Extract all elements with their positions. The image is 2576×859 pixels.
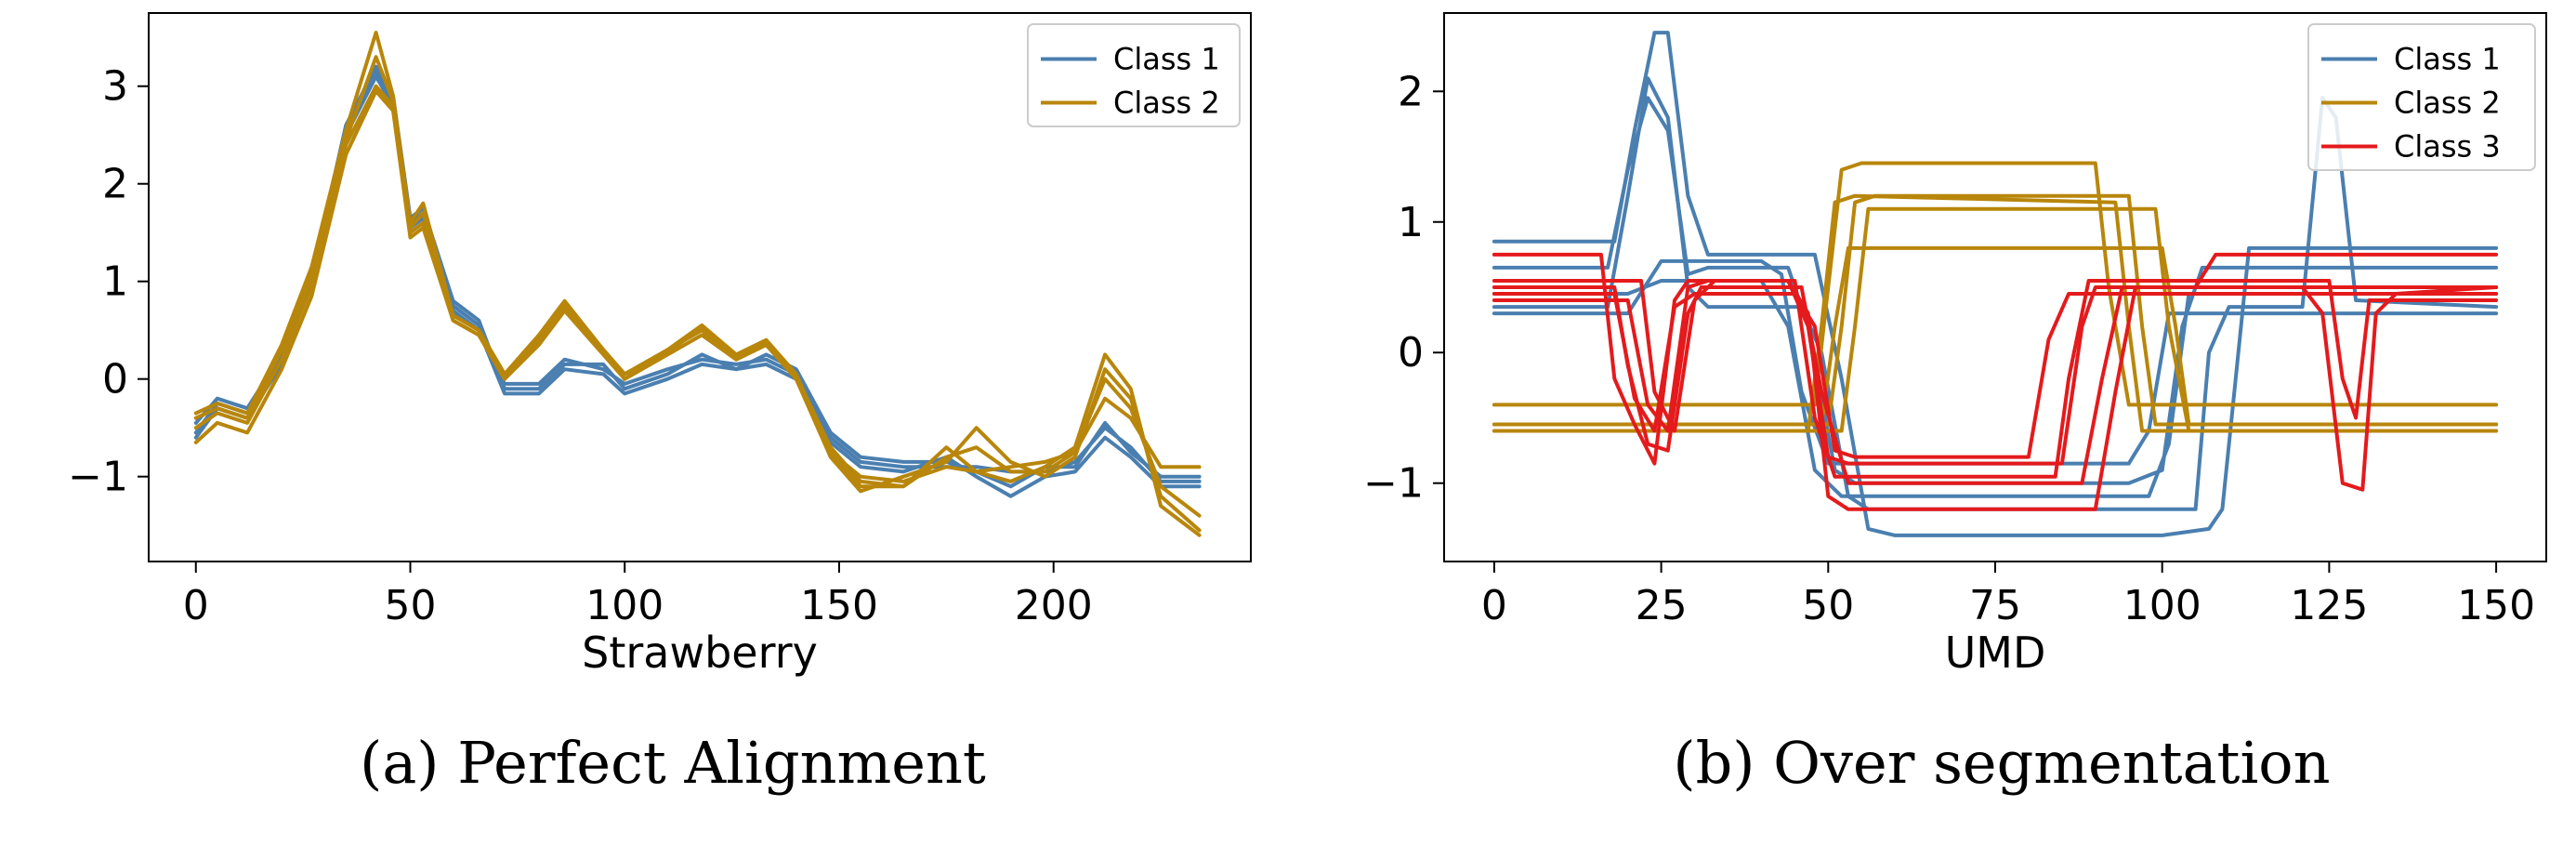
y-tick-label: 3 — [102, 63, 128, 111]
x-tick-label: 50 — [385, 582, 437, 629]
y-tick-label: 1 — [1398, 199, 1424, 246]
legend: Class 1 Class 2 Class 3 — [2307, 23, 2536, 171]
y-tick-label: −1 — [1363, 460, 1424, 508]
legend-label: Class 2 — [2394, 86, 2501, 121]
series-line-1-5 — [1492, 279, 2499, 498]
x-axis-label: Strawberry — [582, 628, 818, 678]
series-line-3-5 — [1492, 292, 2499, 459]
x-tick-label: 100 — [585, 582, 664, 629]
y-tick-label: 1 — [102, 258, 128, 306]
x-tick-label: 150 — [2457, 582, 2535, 629]
series-line-3-2 — [1492, 285, 2499, 492]
x-tick-label: 25 — [1636, 582, 1688, 629]
plot-frame — [148, 12, 1252, 562]
series-line-2-4 — [1492, 245, 2499, 427]
x-tick-label: 125 — [2290, 582, 2368, 629]
series-line-1-1 — [1492, 31, 2499, 537]
x-tick-label: 0 — [183, 582, 209, 629]
series-line-2-4 — [193, 55, 1202, 518]
panel-a: 0 50 100 150 200 −1 0 1 2 3 Strawberry (a) Perfect … — [68, 12, 1252, 797]
panel-caption: (a) Perfect Alignment — [360, 729, 986, 797]
series-line-1-3 — [193, 74, 1202, 498]
legend-label: Class 3 — [2394, 129, 2501, 165]
y-tick-label: 0 — [1398, 329, 1424, 377]
legend-label: Class 1 — [2394, 42, 2501, 77]
x-tick-label: 100 — [2123, 582, 2201, 629]
legend-label: Class 1 — [1113, 42, 1220, 77]
x-tick-label: 0 — [1481, 582, 1507, 629]
x-tick-label: 75 — [1969, 582, 2021, 629]
y-tick-label: −1 — [68, 454, 128, 501]
x-tick-label: 50 — [1802, 582, 1854, 629]
y-tick-label: 2 — [102, 161, 128, 208]
x-tick-label: 200 — [1015, 582, 1093, 629]
y-tick-label: 0 — [102, 356, 128, 403]
series-line-2-2 — [193, 89, 1202, 533]
panel-b: 0 25 50 75 100 125 150 −1 0 1 2 UMD (b) Over segment… — [1363, 12, 2547, 797]
legend-label: Class 2 — [1113, 86, 1220, 121]
series-line-2-3 — [1492, 206, 2499, 433]
series-line-3-3 — [1492, 279, 2499, 479]
legend: Class 1 Class 2 — [1027, 23, 1241, 127]
x-tick-label: 150 — [800, 582, 878, 629]
y-tick-label: 2 — [1398, 68, 1424, 115]
x-axis-label: UMD — [1945, 628, 2046, 678]
panel-caption: (b) Over segmentation — [1673, 729, 2330, 797]
